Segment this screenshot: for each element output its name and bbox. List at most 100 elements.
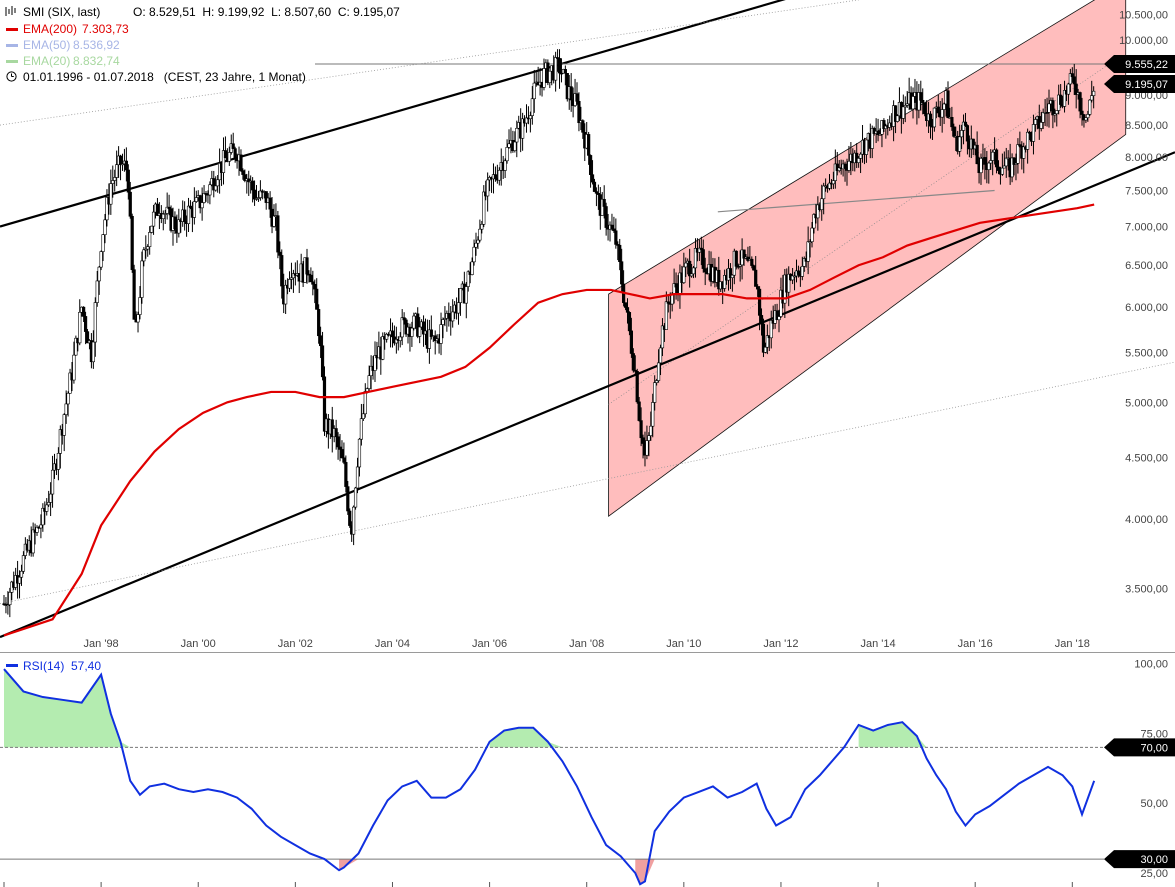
price-candle [928,113,933,127]
price-candle [882,120,886,129]
legend-label-rsi: RSI(14) [23,659,64,673]
price-candle [373,355,377,371]
price-candle [227,152,231,162]
price-candle [276,215,280,253]
price-candle [653,382,657,403]
price-candle [412,315,416,329]
price-candle [864,139,869,155]
time-tick-label: Jan '18 [1055,638,1090,650]
price-candle [827,182,832,189]
price-candle [946,90,950,119]
price-candle [1074,83,1078,95]
price-candle [247,178,251,183]
price-candle [398,336,402,341]
price-candle [291,273,296,279]
price-candle [878,134,882,136]
price-candle [394,339,398,344]
price-candle [103,219,107,235]
price-candle [410,327,414,337]
price-candle [649,425,653,436]
price-candle [198,195,202,209]
price-candle [239,154,243,171]
price-candle [223,150,228,159]
price-candle [105,197,109,221]
price-candle [19,570,24,578]
price-candle [243,174,247,181]
price-candle [363,391,367,415]
price-candle [651,402,655,427]
price-candle [940,109,944,118]
price-candle [447,313,451,319]
price-candle [74,337,78,356]
price-candle [17,576,22,584]
time-tick-label: Jan '08 [569,638,604,650]
price-candle [251,180,255,191]
price-candle [996,166,1001,171]
price-candle [97,266,101,282]
price-candle [62,414,66,436]
price-candle [416,313,420,337]
price-candle [701,249,705,269]
price-candle [1088,99,1092,115]
price-candle [441,319,445,325]
price-candle [674,283,678,288]
price-candle [893,105,898,122]
price-candle [113,177,117,181]
rsi-oversold-fill [635,859,655,885]
price-candle [458,288,463,303]
price-candle [728,268,733,279]
price-tick-label: 10.500,00 [1119,10,1168,22]
date-range: 01.01.1996 - 01.07.2018 (CEST, 23 Jahre,… [23,70,306,84]
price-candle [1039,122,1043,129]
price-candle [876,130,880,135]
price-candle [1080,110,1084,115]
price-candle [486,179,490,197]
price-candle [979,157,983,174]
time-tick-label: Jan '04 [375,638,410,650]
price-candle [655,380,659,383]
price-candle [427,329,431,349]
price-candle [530,98,534,116]
price-candle [688,260,692,277]
grey-support-line [717,189,995,213]
legend-label-ema50: EMA(50) [23,38,70,52]
price-candle [1082,114,1086,121]
price-candle [233,148,237,158]
price-candle [6,604,10,607]
price-candle [921,100,925,104]
price-candle [41,507,45,526]
price-candle [658,347,663,364]
price-candle [796,270,801,275]
price-candle [513,141,517,151]
price-candle [150,225,154,233]
price-candle [792,275,797,278]
price-candle [633,370,637,372]
price-candle [787,273,791,293]
price-candle [548,70,552,84]
price-candle [320,345,325,378]
price-candle [124,160,128,171]
rsi-series-group [0,668,1104,886]
price-candle [858,153,863,159]
price-candle [736,266,740,268]
price-candle [835,163,839,171]
price-candle [1010,157,1014,178]
price-candle [338,446,342,450]
price-candle [268,197,272,210]
price-candle [151,211,156,227]
price-candle [917,92,921,111]
price-candle [183,209,187,222]
price-candle [1033,119,1037,125]
price-candle [142,249,146,262]
rsi-lower-badge: 30,00 [1140,854,1168,866]
price-candle [39,524,43,529]
price-candle [336,436,340,448]
price-candle [470,261,474,275]
price-candle [857,158,861,163]
price-candle [616,244,620,246]
rsi-tick-label: 50,00 [1140,798,1168,810]
price-candle [837,167,841,171]
time-x-axis: Jan '98 Jan '00 Jan '02 Jan '04 Jan '06 Jan '… [3,638,1090,887]
time-tick-label: Jan '10 [666,638,701,650]
price-candle [752,265,756,271]
